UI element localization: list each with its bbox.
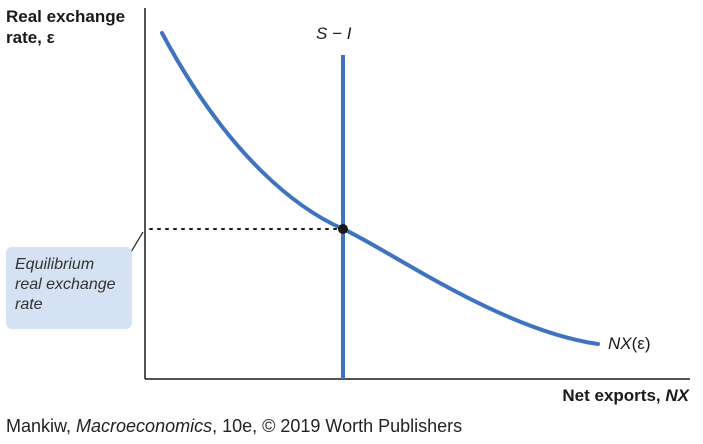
curve-label-var: NX [608, 334, 632, 353]
credit-title: Macroeconomics [76, 416, 213, 436]
credit-author: Mankiw, [6, 416, 77, 436]
net-exports-curve [160, 31, 600, 346]
y-axis-label-line-1: Real exchange [6, 7, 126, 26]
y-axis-label: Real exchange rate, ε [6, 6, 156, 48]
curve-label: NX(ε) [608, 334, 651, 354]
credit-rest: , 10e, © 2019 Worth Publishers [212, 416, 463, 436]
equilibrium-point [338, 224, 348, 234]
x-axis-label-var: NX [665, 386, 689, 405]
callout-line-2: real exchange [15, 276, 116, 293]
x-axis-label: Net exports, NX [562, 386, 689, 406]
callout-leader-line [130, 231, 144, 253]
callout-line-1: Equilibrium [15, 256, 95, 273]
source-credit: Mankiw, Macroeconomics, 10e, © 2019 Wort… [6, 416, 462, 437]
curve-label-arg: (ε) [631, 334, 651, 353]
callout-line-3: rate [15, 296, 43, 313]
equilibrium-callout: Equilibrium real exchange rate [6, 247, 132, 329]
vertical-line-label: S − I [316, 24, 352, 43]
y-axis-label-line-2: rate, ε [6, 28, 55, 47]
x-axis-label-text: Net exports, [562, 386, 666, 405]
